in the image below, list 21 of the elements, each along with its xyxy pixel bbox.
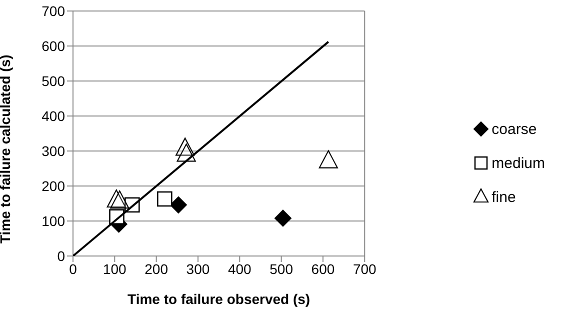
x-tick-label: 400	[228, 260, 252, 277]
x-tick-label: 100	[102, 260, 127, 277]
legend-label: fine	[492, 188, 516, 206]
legend-label: coarse	[492, 120, 537, 138]
y-tick-label: 600	[42, 38, 66, 54]
x-tick-label: 0	[69, 260, 78, 277]
y-tick-label: 700	[42, 2, 66, 19]
y-tick-label: 200	[42, 178, 66, 194]
y-axis-title: Time to failure calculated (s)	[0, 54, 13, 244]
y-tick-label: 300	[42, 142, 66, 159]
x-tick-label: 300	[186, 260, 210, 277]
x-tick-label: 500	[270, 260, 294, 277]
x-tick-label: 600	[311, 260, 335, 277]
y-tick-label: 400	[42, 108, 66, 124]
x-tick-label: 700	[352, 260, 377, 277]
y-tick-label: 500	[42, 72, 66, 89]
legend-label: medium	[492, 154, 545, 172]
y-tick-label: 100	[42, 212, 66, 229]
y-tick-label: 0	[57, 248, 66, 264]
x-tick-label: 200	[144, 260, 168, 277]
x-axis-title: Time to failure observed (s)	[128, 290, 310, 307]
